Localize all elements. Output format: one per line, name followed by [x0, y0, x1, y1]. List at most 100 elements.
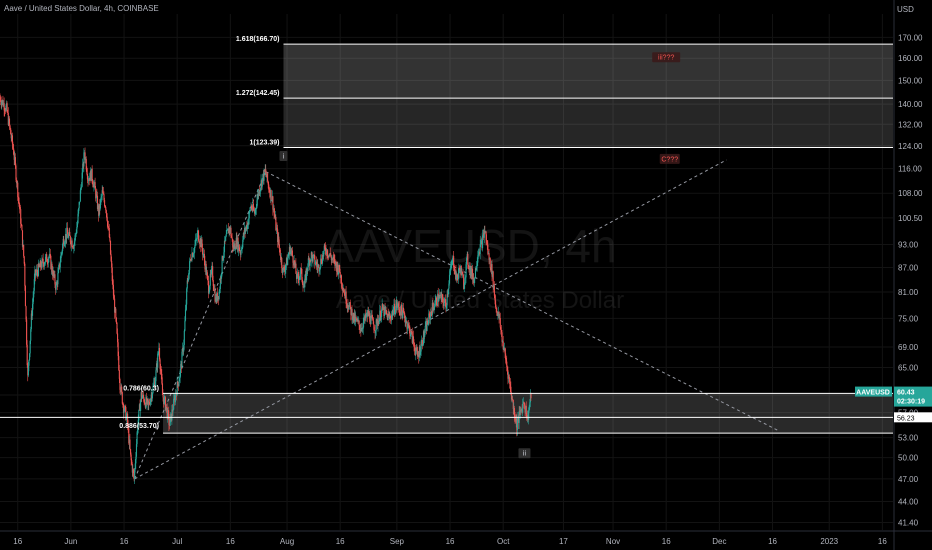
candle-body: [333, 258, 335, 260]
candle-body: [267, 181, 269, 185]
candle-body: [141, 391, 143, 399]
y-tick-label: 50.00: [898, 454, 919, 463]
candle-body: [27, 365, 29, 376]
candle-body: [346, 304, 348, 307]
candle-body: [173, 398, 175, 410]
candle-body: [187, 280, 189, 282]
candle-body: [478, 251, 480, 255]
time-axis[interactable]: 16 Jun 16 Jul 16 Aug 16 Sep 16 Oct 17 Nov 16 Dec 16 202…: [0, 530, 932, 546]
candle-body: [386, 314, 389, 321]
candle-body: [48, 255, 50, 259]
candle-body: [15, 165, 17, 180]
candle-body: [144, 403, 146, 408]
candle-body: [165, 406, 167, 410]
candle-body: [205, 263, 207, 275]
candle-body: [23, 256, 25, 264]
candle-body: [338, 265, 340, 273]
candle-body: [183, 330, 185, 345]
candle-body: [525, 405, 527, 413]
candle-body: [505, 353, 507, 360]
currency-label: USD: [897, 5, 914, 14]
candle-body: [10, 134, 12, 139]
candle-body: [8, 118, 10, 125]
wave-label-text: i: [283, 154, 285, 161]
candle-body: [168, 413, 170, 425]
candle-body: [109, 237, 111, 241]
candle-body: [30, 313, 32, 330]
candle-body: [166, 407, 168, 419]
price-axis[interactable]: USD 170.00 160.00 150.00 140.00 132.00 124.00…: [893, 0, 923, 550]
y-tick-label: 132.00: [898, 120, 923, 129]
candle-body: [396, 301, 398, 308]
candle-body: [456, 273, 458, 278]
candle-body: [349, 302, 351, 307]
candle-body: [131, 463, 133, 473]
candle-body: [280, 257, 282, 260]
candle-body: [432, 302, 434, 308]
candle-body: [310, 259, 312, 262]
candle-body: [278, 236, 280, 245]
candle-body: [180, 364, 182, 371]
candle-body: [449, 271, 451, 275]
candle-body: [115, 317, 117, 323]
candle-body: [157, 353, 159, 368]
candle-body: [86, 169, 88, 174]
candle-body: [324, 247, 327, 251]
candle-body: [218, 296, 220, 300]
candle-body: [176, 381, 178, 396]
candle-body: [295, 273, 298, 279]
candle-body: [389, 316, 391, 319]
candle-body: [523, 402, 525, 404]
candle-body: [495, 307, 497, 309]
candle-body: [492, 271, 494, 289]
candle-body: [390, 318, 392, 320]
candle-body: [420, 344, 422, 352]
candle-body: [55, 284, 57, 290]
candle-body: [243, 233, 245, 235]
candle-body: [496, 307, 498, 313]
candle-body: [526, 417, 528, 419]
candle-body: [352, 318, 354, 320]
candle-body: [233, 243, 236, 249]
x-tick-label: Jun: [64, 537, 77, 546]
candle-body: [379, 310, 381, 320]
candle-body: [192, 253, 194, 257]
candle-body: [233, 246, 235, 249]
candle-body: [522, 402, 524, 404]
candle-body: [506, 361, 508, 367]
candle-body: [85, 159, 87, 160]
candle-body: [56, 282, 58, 285]
candle-body: [73, 245, 75, 249]
candle-body: [448, 274, 451, 284]
candle-body: [273, 208, 275, 214]
candle-body: [434, 305, 436, 308]
candle-body: [231, 237, 233, 240]
candle-body: [222, 256, 224, 260]
candle-body: [355, 317, 357, 322]
candle-body: [31, 304, 34, 316]
candle-body: [146, 398, 148, 405]
candle-body: [342, 286, 344, 291]
candle-body: [40, 261, 42, 267]
candle-body: [53, 270, 55, 277]
candle-body: [147, 400, 149, 405]
candle-body: [411, 331, 413, 343]
candle-body: [113, 295, 115, 299]
candle-body: [448, 283, 450, 289]
candle-body: [459, 269, 461, 273]
candle-body: [246, 222, 249, 230]
candle-body: [239, 251, 241, 255]
x-tick-label: 16: [662, 537, 671, 546]
candle-body: [263, 169, 265, 181]
candle-body: [150, 394, 152, 400]
candle-body: [249, 210, 251, 212]
candle-body: [193, 248, 195, 254]
candle-body: [493, 285, 495, 296]
candle-body: [339, 271, 341, 278]
countdown-value: 02:30:19: [897, 399, 925, 406]
candle-body: [298, 276, 301, 281]
candle-body: [511, 399, 513, 400]
candle-body: [347, 307, 350, 310]
candle-body: [16, 179, 18, 184]
